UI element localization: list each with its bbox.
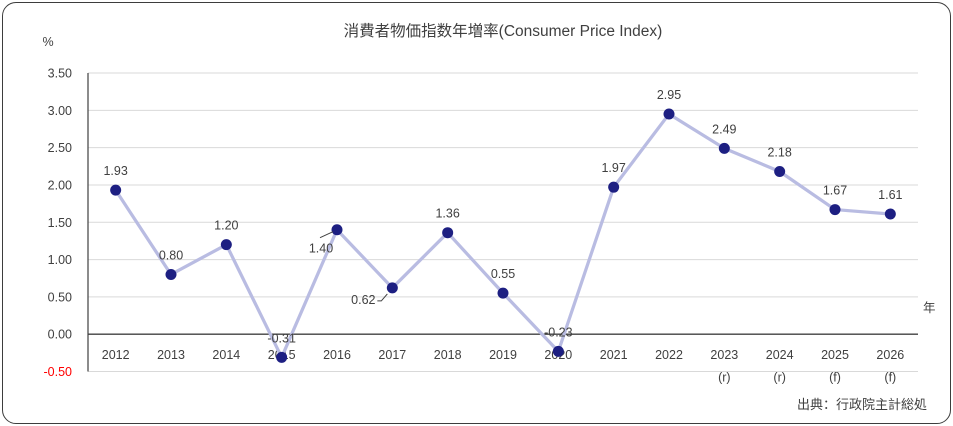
- x-tick-label: 2024: [766, 348, 794, 362]
- label-leader-line: [319, 231, 334, 239]
- x-tick-sublabel: (f): [829, 371, 841, 385]
- data-label: 2.49: [712, 122, 736, 136]
- y-tick-label: 0.00: [48, 328, 72, 342]
- data-point: [884, 208, 896, 220]
- y-tick-label: 2.00: [48, 178, 72, 192]
- label-leader-line: [377, 293, 388, 302]
- data-point: [774, 166, 786, 178]
- x-tick-sublabel: (r): [773, 371, 786, 385]
- x-tick-label: 2023: [710, 348, 738, 362]
- data-label: 1.20: [214, 219, 238, 233]
- data-point: [386, 282, 398, 294]
- x-tick-label: 2019: [489, 348, 517, 362]
- x-tick-label: 2016: [323, 348, 351, 362]
- y-tick-label: -0.50: [44, 365, 73, 379]
- source-caption: 出典：行政院主計総処: [796, 397, 927, 412]
- data-point: [497, 287, 509, 299]
- y-tick-label: 1.50: [48, 216, 72, 230]
- data-label: 0.62: [351, 293, 375, 307]
- data-point: [552, 345, 564, 357]
- data-label: -0.31: [267, 331, 296, 345]
- data-label: 2.95: [657, 88, 681, 102]
- x-tick-label: 2014: [212, 348, 240, 362]
- y-tick-label: 3.00: [48, 104, 72, 118]
- chart-title: 消費者物価指数年増率(Consumer Price Index): [343, 23, 663, 40]
- data-label: 0.80: [159, 248, 183, 262]
- data-point: [829, 204, 841, 216]
- x-tick-label: 2021: [600, 348, 628, 362]
- data-label: 2.18: [767, 146, 791, 160]
- x-tick-sublabel: (r): [718, 371, 731, 385]
- x-tick-label: 2013: [157, 348, 185, 362]
- data-label: 1.61: [878, 188, 902, 202]
- y-tick-label: 3.50: [48, 67, 72, 81]
- x-axis-title: 年: [923, 301, 936, 315]
- data-label: -0.23: [544, 325, 573, 339]
- data-label: 1.40: [309, 242, 333, 256]
- data-label: 1.36: [435, 207, 459, 221]
- data-label: 1.97: [601, 161, 625, 175]
- data-point: [220, 239, 232, 251]
- data-point: [442, 227, 454, 239]
- data-point: [110, 184, 122, 196]
- y-tick-label: 1.00: [48, 253, 72, 267]
- x-tick-label: 2026: [876, 348, 904, 362]
- data-label: 1.93: [103, 164, 127, 178]
- x-tick-sublabel: (f): [884, 371, 896, 385]
- y-axis-unit-label: %: [42, 35, 54, 49]
- data-point: [718, 142, 730, 154]
- data-label: 1.67: [823, 184, 847, 198]
- x-tick-label: 2022: [655, 348, 683, 362]
- x-tick-label: 2012: [102, 348, 130, 362]
- data-label: 0.55: [491, 267, 515, 281]
- data-point: [663, 108, 675, 120]
- x-tick-label: 2018: [434, 348, 462, 362]
- data-point: [276, 351, 288, 363]
- data-point: [331, 224, 343, 236]
- y-tick-label: 2.50: [48, 141, 72, 155]
- cpi-line-chart: 3.50 3.00 2.50 2.00 1.50 1.00 0.50 0.00 -0.50 201…: [44, 67, 918, 385]
- x-tick-label: 2017: [378, 348, 406, 362]
- y-tick-label: 0.50: [48, 290, 72, 304]
- x-tick-label: 2025: [821, 348, 849, 362]
- data-point: [608, 181, 620, 193]
- data-point: [165, 268, 177, 280]
